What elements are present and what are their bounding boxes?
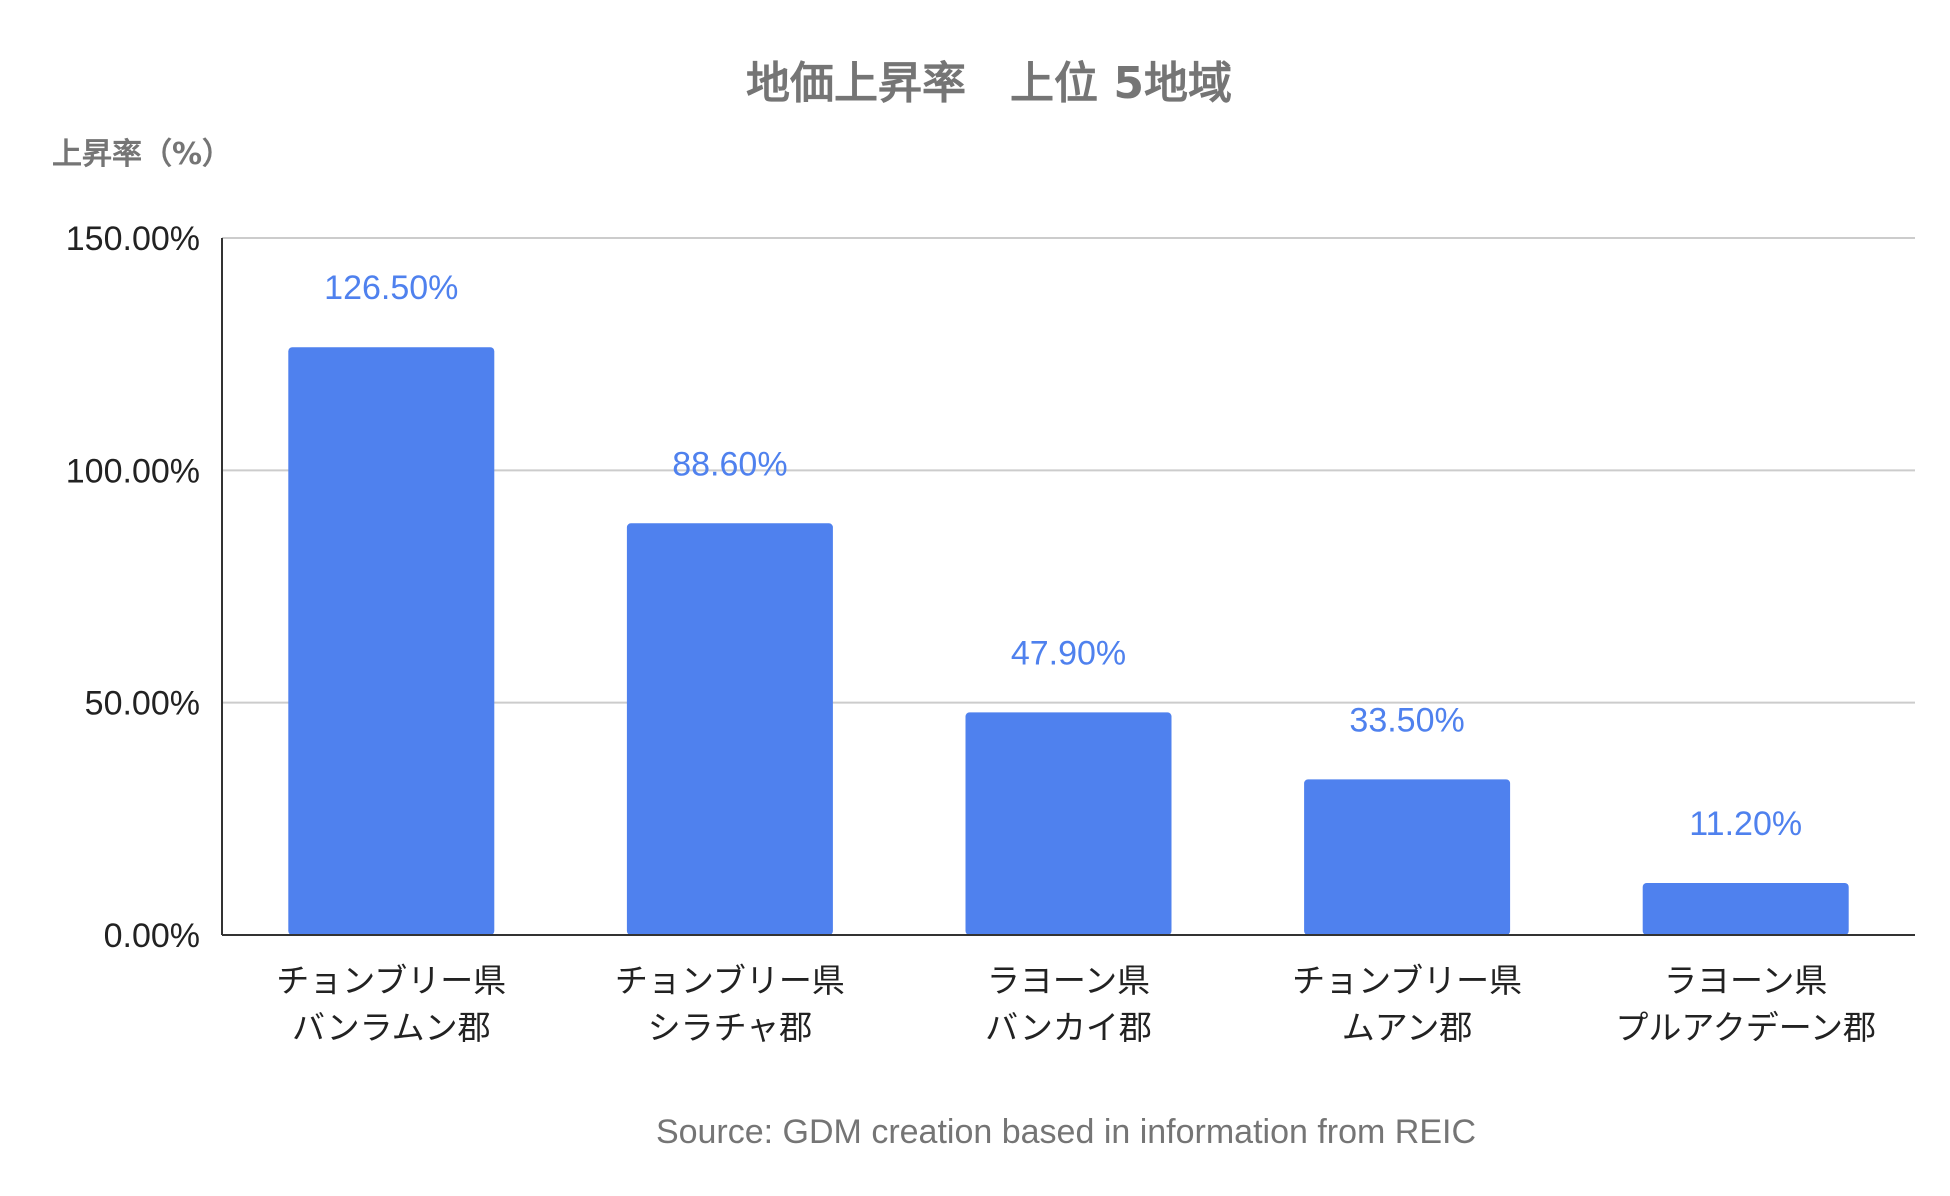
bar [965,712,1172,935]
x-tick-label: チョンブリー県 [1292,961,1522,1000]
y-tick-label: 0.00% [104,917,200,955]
x-tick-label: シラチャ郡 [648,1008,813,1047]
bar-data-label: 126.50% [324,269,458,307]
data-labels: 126.50% 88.60% 47.90% 33.50% 11.20% [324,269,1802,843]
x-tick-label: プルアクデーン郡 [1615,1008,1876,1047]
bar [288,347,495,935]
chart-title: 地価上昇率 上位 5地域 [746,58,1232,109]
bar-data-label: 47.90% [1011,634,1126,672]
x-tick-label: ラヨーン県 [1664,961,1827,1000]
x-tick-label: チョンブリー県 [615,961,845,1000]
bar [1642,882,1849,935]
y-axis-ticks: 0.00% 50.00% 100.00% 150.00% [66,220,200,955]
y-tick-label: 100.00% [66,452,200,490]
source-note: Source: GDM creation based in informatio… [656,1113,1476,1151]
y-tick-label: 50.00% [85,685,200,723]
y-axis-label: 上昇率（%） [52,137,232,172]
bar [626,523,833,935]
bar [1304,779,1511,935]
bar-data-label: 33.50% [1349,701,1464,739]
x-tick-label: バンカイ郡 [985,1008,1152,1047]
bar-data-label: 11.20% [1689,805,1802,843]
bars [288,347,1849,935]
x-tick-label: ムアン郡 [1342,1008,1473,1047]
x-axis-categories: チョンブリー県バンラムン郡チョンブリー県シラチャ郡ラヨーン県バンカイ郡チョンブリ… [276,961,1876,1047]
bar-data-label: 88.60% [672,445,787,483]
x-tick-label: チョンブリー県 [276,961,506,1000]
y-tick-label: 150.00% [66,220,200,258]
gridlines [222,237,1915,704]
x-tick-label: ラヨーン県 [987,961,1150,1000]
x-tick-label: バンラムン郡 [292,1008,491,1047]
